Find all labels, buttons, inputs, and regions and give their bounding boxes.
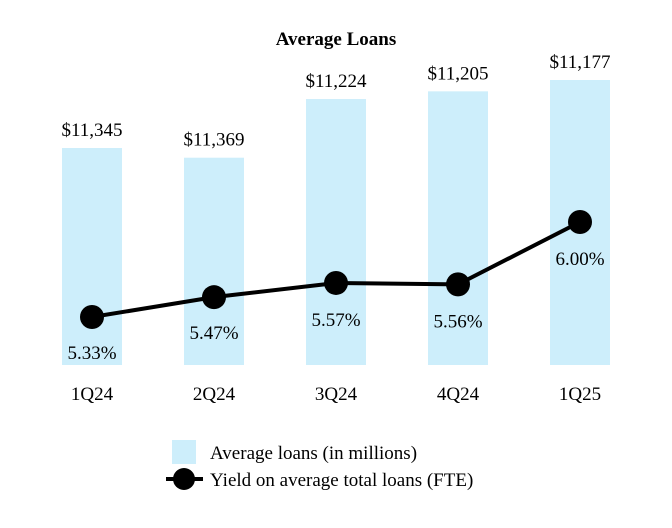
bar-labels-group: $11,345 $11,369 $11,224 $11,205 $11,177 <box>61 52 610 151</box>
yield-value-label-3Q24: 5.57% <box>311 310 360 331</box>
yield-point-1Q25 <box>568 210 592 234</box>
legend: Average loans (in millions) Yield on ave… <box>166 440 473 491</box>
yield-point-1Q24 <box>80 305 104 329</box>
category-label-3Q24: 3Q24 <box>315 384 358 405</box>
yield-point-4Q24 <box>446 272 470 297</box>
chart-title: Average Loans <box>276 29 397 50</box>
bar-value-label-4Q24: $11,205 <box>427 63 488 84</box>
bar-value-label-2Q24: $11,369 <box>183 130 244 151</box>
category-label-4Q24: 4Q24 <box>437 384 480 405</box>
category-label-1Q25: 1Q25 <box>559 384 601 405</box>
bar-value-label-1Q24: $11,345 <box>61 120 122 141</box>
category-labels-group: 1Q24 2Q24 3Q24 4Q24 1Q25 <box>71 384 601 405</box>
yield-value-label-1Q24: 5.33% <box>67 343 116 364</box>
legend-line-marker <box>173 468 195 490</box>
yield-value-label-4Q24: 5.56% <box>433 311 482 332</box>
bar-2Q24 <box>184 157 244 365</box>
yield-labels-group: 5.33% 5.47% 5.57% 5.56% 6.00% <box>67 249 604 364</box>
legend-bar-swatch <box>172 440 196 464</box>
yield-point-2Q24 <box>202 285 226 310</box>
yield-line-group <box>80 210 592 329</box>
legend-bar-label: Average loans (in millions) <box>210 443 417 464</box>
yield-point-3Q24 <box>324 270 348 295</box>
bar-value-label-1Q25: $11,177 <box>549 52 610 73</box>
bar-4Q24 <box>428 91 488 365</box>
category-label-2Q24: 2Q24 <box>193 384 236 405</box>
bar-value-label-3Q24: $11,224 <box>305 71 367 92</box>
yield-value-label-2Q24: 5.47% <box>189 323 238 344</box>
yield-value-label-1Q25: 6.00% <box>555 249 604 270</box>
bar-3Q24 <box>306 99 366 366</box>
bar-1Q24 <box>62 148 122 365</box>
category-label-1Q24: 1Q24 <box>71 384 114 405</box>
legend-line-label: Yield on average total loans (FTE) <box>210 470 473 491</box>
